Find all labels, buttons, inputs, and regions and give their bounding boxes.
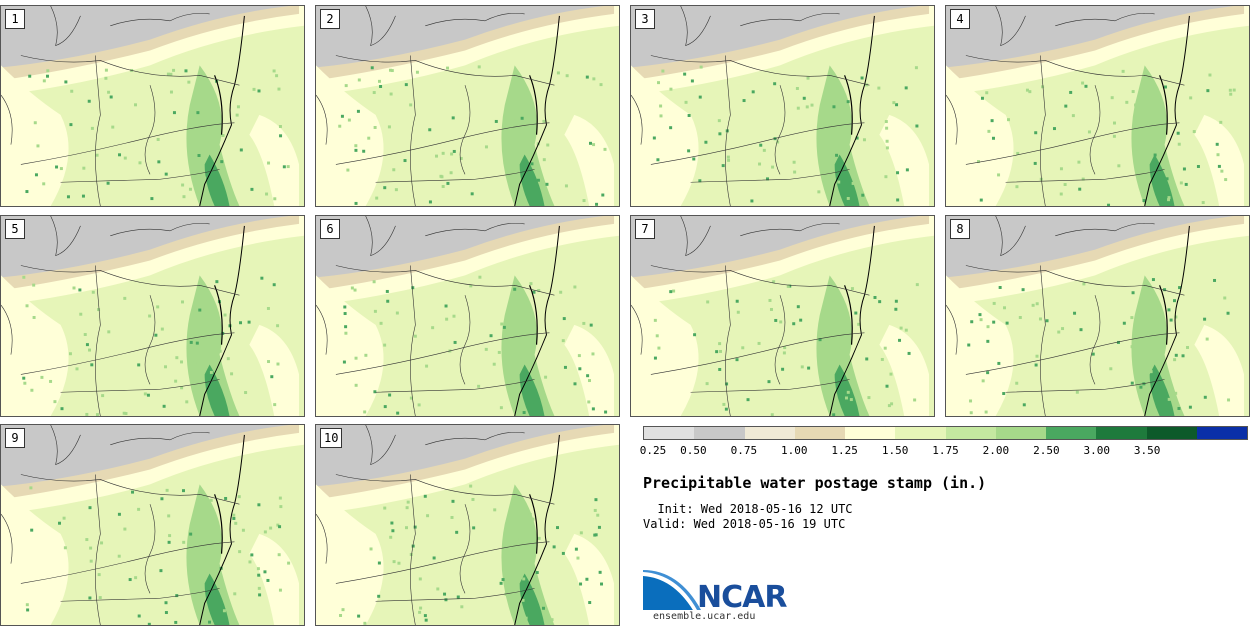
colorbar-tick-label: 2.00 [982,444,1010,457]
ncar-logo-text: NCAR [697,580,787,615]
stamp-label: 9 [5,428,25,448]
colorbar-segment [995,427,1046,439]
colorbar-segment [845,427,896,439]
stamp-label: 4 [950,9,970,29]
stamp-panel: 8 [945,215,1250,417]
colorbar-tick-label: 3.00 [1083,444,1111,457]
stamp-panel: 1 [0,5,305,207]
stamp-label: 1 [5,9,25,29]
pw-map [946,216,1249,416]
stamp-label: 8 [950,219,970,239]
colorbar-tick-label: 3.50 [1133,444,1161,457]
pw-map [631,6,934,206]
colorbar-segment [644,427,695,439]
stamp-label: 7 [635,219,655,239]
valid-time: Valid: Wed 2018-05-16 19 UTC [643,517,846,531]
ncar-logo-icon [643,570,701,610]
colorbar-tick-label: 0.25 [639,444,667,457]
colorbar-segment [1146,427,1197,439]
colorbar-tick-label: 0.75 [730,444,758,457]
stamp-label: 5 [5,219,25,239]
pw-map [1,216,304,416]
stamp-label: 10 [320,428,343,448]
stamp-panel: 6 [315,215,620,417]
colorbar-segment [1096,427,1147,439]
stamp-panel: 9 [0,424,305,626]
stamp-panel: 10 [315,424,620,626]
colorbar-segment [1046,427,1097,439]
pw-map [316,425,619,625]
colorbar-tick-label: 1.75 [932,444,959,457]
colorbar-tick-label: 1.25 [831,444,858,457]
pw-map [1,425,304,625]
pw-map [316,6,619,206]
pw-map [631,216,934,416]
stamp-label: 3 [635,9,655,29]
colorbar-segment [694,427,745,439]
pw-map [316,216,619,416]
logo-url: ensemble.ucar.edu [653,611,756,622]
colorbar-tick-label: 0.50 [680,444,707,457]
colorbar-ticks: 0.25 0.50 0.75 1.00 1.25 1.50 1.75 2.00 2.50 3.00… [639,444,1248,458]
colorbar-tick-label: 1.00 [781,444,808,457]
colorbar [643,426,1248,440]
stamp-label: 2 [320,9,340,29]
colorbar-segment [945,427,996,439]
colorbar-tick-label: 2.50 [1033,444,1060,457]
colorbar-segment [1196,427,1247,439]
pw-map [1,6,304,206]
stamp-panel: 7 [630,215,935,417]
colorbar-segment [744,427,795,439]
colorbar-segment [895,427,946,439]
pw-map [946,6,1249,206]
stamp-panel: 4 [945,5,1250,207]
stamp-panel: 2 [315,5,620,207]
stamp-label: 6 [320,219,340,239]
colorbar-tick-label: 1.50 [881,444,909,457]
init-time: Init: Wed 2018-05-16 12 UTC [643,502,853,516]
colorbar-segment [794,427,845,439]
plot-title: Precipitable water postage stamp (in.) [643,474,987,492]
stamp-panel: 5 [0,215,305,417]
stamp-panel: 3 [630,5,935,207]
